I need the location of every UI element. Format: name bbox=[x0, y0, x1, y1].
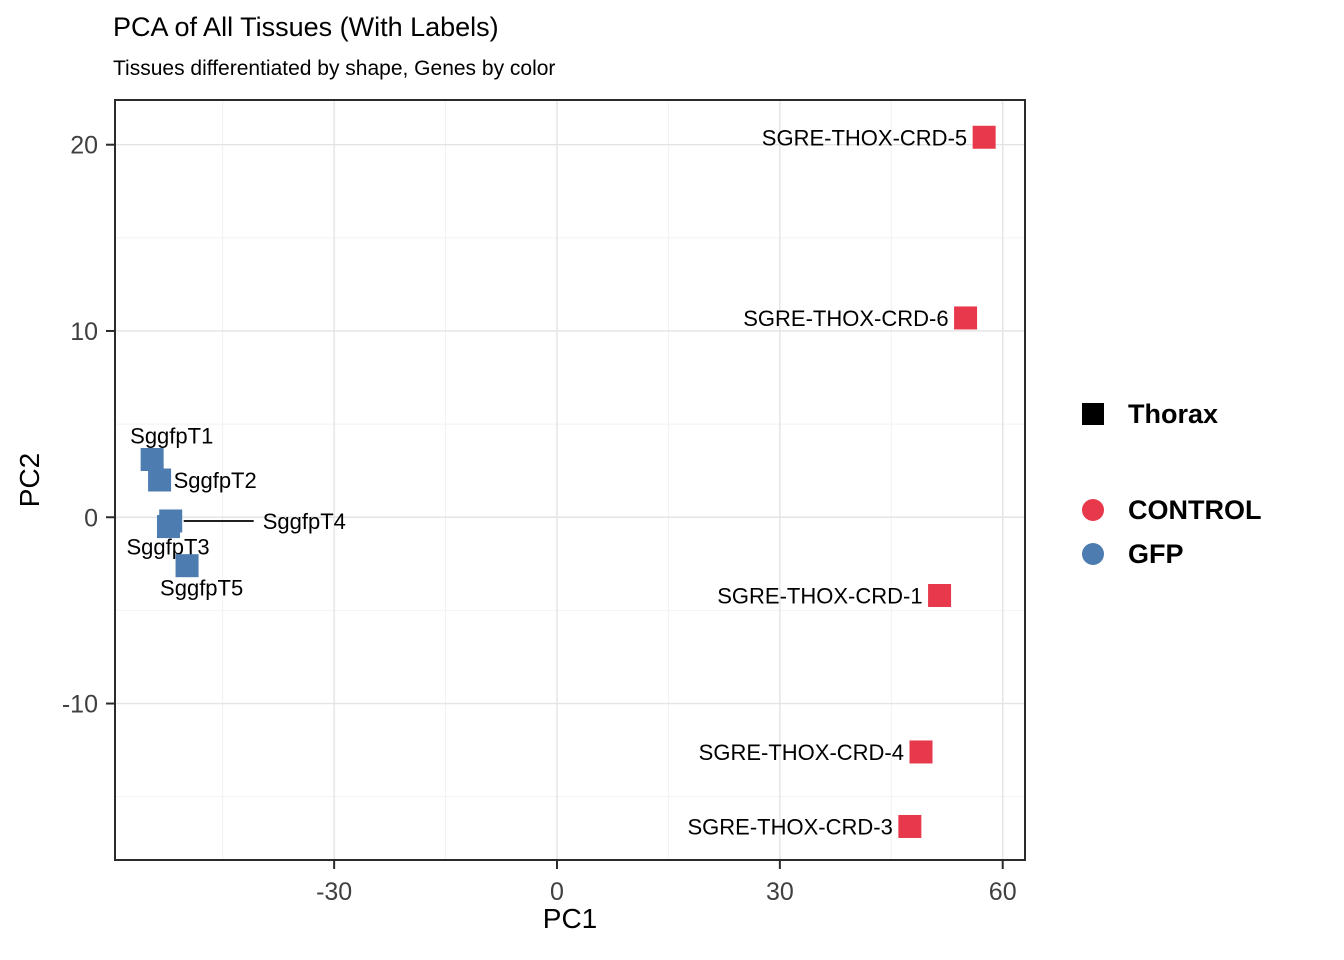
data-point bbox=[148, 468, 172, 492]
data-point-label: SggfpT1 bbox=[130, 424, 213, 449]
legend-entry-control: CONTROL bbox=[1082, 488, 1261, 532]
data-point-label: SggfpT4 bbox=[263, 509, 346, 534]
x-tick-label: -30 bbox=[316, 878, 352, 906]
y-tick-label: 0 bbox=[84, 504, 98, 532]
legend-label-gfp: GFP bbox=[1128, 538, 1184, 569]
data-point bbox=[175, 554, 199, 578]
data-point-label: SggfpT2 bbox=[174, 468, 257, 493]
legend-label-control: CONTROL bbox=[1128, 494, 1262, 525]
legend-entry-gfp: GFP bbox=[1082, 532, 1261, 576]
data-point-label: SGRE-THOX-CRD-4 bbox=[699, 740, 904, 765]
y-tick-label: -10 bbox=[62, 691, 98, 719]
data-point-label: SGRE-THOX-CRD-1 bbox=[717, 583, 922, 608]
blue-circle-icon bbox=[1082, 543, 1104, 565]
data-point bbox=[140, 448, 164, 472]
y-axis-title: PC2 bbox=[14, 452, 45, 508]
data-point bbox=[954, 306, 978, 330]
panel-border bbox=[114, 99, 1026, 861]
data-point bbox=[972, 125, 996, 149]
square-shape-icon bbox=[1082, 403, 1104, 425]
x-tick-label: 30 bbox=[766, 878, 794, 906]
data-point-label: SGRE-THOX-CRD-5 bbox=[762, 125, 967, 150]
data-point-label: SGRE-THOX-CRD-6 bbox=[743, 306, 948, 331]
red-circle-icon bbox=[1082, 499, 1104, 521]
legend: Thorax CONTROL GFP bbox=[1082, 392, 1261, 576]
x-axis-title: PC1 bbox=[542, 903, 598, 934]
data-point bbox=[909, 740, 933, 764]
y-tick-label: 10 bbox=[70, 318, 98, 346]
chart-title: PCA of All Tissues (With Labels) bbox=[113, 12, 499, 42]
y-tick-label: 20 bbox=[70, 132, 98, 160]
panel-background bbox=[115, 100, 1025, 860]
legend-label-thorax: Thorax bbox=[1128, 398, 1219, 429]
legend-group-gap bbox=[1082, 436, 1261, 488]
legend-entry-thorax: Thorax bbox=[1082, 392, 1261, 436]
data-point bbox=[928, 583, 952, 607]
data-point bbox=[156, 515, 180, 539]
x-tick-label: 60 bbox=[989, 878, 1017, 906]
data-point-label: SGRE-THOX-CRD-3 bbox=[688, 814, 893, 839]
x-tick-label: 0 bbox=[550, 878, 564, 906]
data-point bbox=[898, 814, 922, 838]
chart-subtitle: Tissues differentiated by shape, Genes b… bbox=[113, 57, 556, 80]
data-point-label: SggfpT5 bbox=[160, 576, 243, 601]
